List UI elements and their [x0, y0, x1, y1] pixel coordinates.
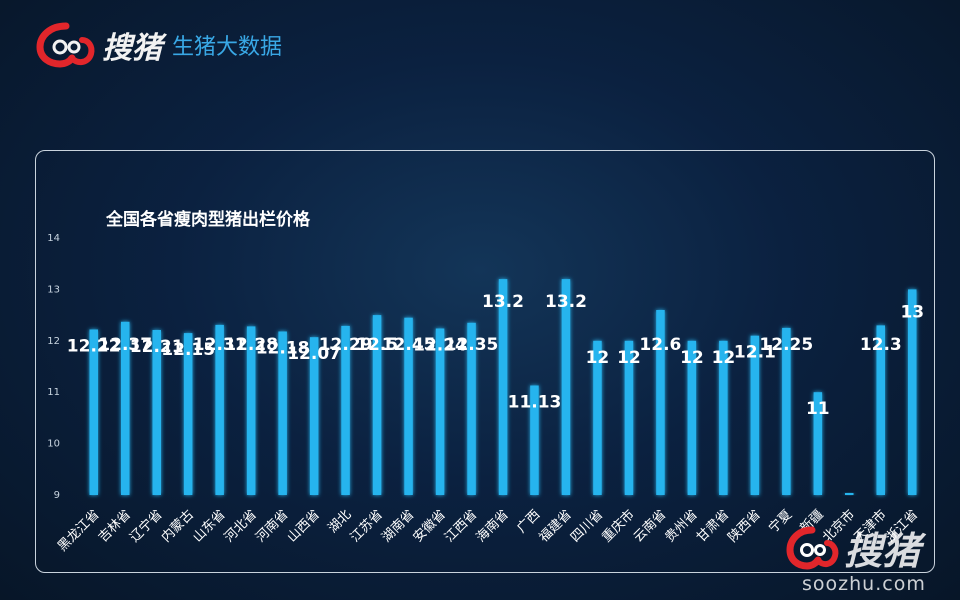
data-label: 12.37: [98, 335, 152, 355]
data-label: 12.45: [382, 335, 436, 355]
y-axis: 9 10 11 12 13 14: [47, 233, 60, 501]
data-label: 12.28: [224, 335, 278, 355]
bar-chart: 全国各省瘦肉型猪出栏价格 9 10 11 12 13 14 12.2212.3712.21…: [47, 209, 924, 555]
bar: [561, 279, 571, 495]
bar: [467, 322, 476, 495]
x-tick-label: 河南省: [253, 507, 292, 546]
x-tick-label: 安徽省: [411, 507, 449, 545]
data-label: 12.18: [256, 339, 310, 359]
watermark-url: soozhu.com: [802, 573, 926, 595]
bar: [750, 335, 760, 495]
bar-series: [89, 279, 917, 495]
data-label: 12.21: [130, 337, 184, 357]
data-labels: 12.2212.3712.2112.1512.3112.2812.1812.07…: [67, 292, 924, 419]
bar: [530, 385, 539, 495]
data-label: 12: [617, 348, 641, 368]
bar: [183, 333, 193, 495]
bar: [624, 340, 634, 495]
x-tick-label: 江西省: [442, 507, 480, 545]
data-label: 12.6: [639, 335, 681, 355]
brand-tagline: 生猪大数据: [172, 35, 283, 60]
bar: [215, 324, 224, 495]
bar: [593, 340, 602, 495]
data-label: 12.15: [161, 340, 215, 360]
data-label: 12: [712, 348, 736, 368]
data-label: 12.24: [413, 336, 467, 356]
data-label: 12: [680, 348, 704, 368]
data-label: 12.25: [759, 335, 813, 355]
bar: [719, 340, 728, 495]
bar: [246, 326, 256, 495]
x-tick-label: 辽宁省: [127, 507, 166, 546]
y-tick-label: 9: [54, 490, 60, 501]
bar: [309, 337, 319, 495]
x-tick-label: 湖南省: [379, 507, 418, 546]
data-label: 11.13: [508, 393, 562, 413]
data-label: 12.5: [356, 335, 398, 355]
x-tick-label: 山东省: [190, 507, 228, 545]
chart-panel: 全国各省瘦肉型猪出栏价格 9 10 11 12 13 14 12.22 12.37 12.21…: [35, 150, 935, 573]
soozhu-logo-icon: [36, 22, 95, 68]
y-tick-label: 13: [47, 284, 60, 295]
data-label: 13.2: [482, 292, 524, 312]
bar: [498, 279, 508, 495]
data-label: 12.3: [860, 335, 902, 355]
bar: [782, 327, 791, 495]
bar: [813, 392, 823, 495]
x-tick-label: 江苏省: [347, 507, 386, 546]
x-tick-label: 四川省: [568, 507, 606, 545]
data-label: 12.29: [319, 335, 373, 355]
y-tick-label: 14: [47, 233, 60, 244]
bar: [656, 310, 665, 495]
data-label: 12.07: [287, 344, 341, 364]
chart-title: 全国各省瘦肉型猪出栏价格: [105, 209, 311, 230]
data-label: 13: [900, 302, 924, 322]
x-tick-label: 云南省: [630, 507, 669, 546]
y-tick-label: 12: [47, 336, 60, 347]
bar: [152, 330, 161, 495]
data-label: 12.1: [734, 343, 776, 363]
watermark-logo-text: 搜猪: [844, 528, 927, 573]
bar: [435, 328, 445, 495]
watermark-logo-icon: [786, 526, 839, 570]
bar: [341, 325, 350, 495]
x-tick-label: 山西省: [285, 507, 323, 545]
bar: [372, 315, 382, 495]
y-tick-label: 11: [47, 387, 60, 398]
data-label: 12.22: [67, 337, 121, 357]
data-label: 11: [806, 399, 830, 419]
data-label: 12.35: [445, 335, 499, 355]
bar: [278, 331, 287, 495]
bar: [404, 317, 413, 495]
x-tick-label: 重庆市: [599, 507, 638, 546]
x-tick-label: 福建省: [537, 507, 575, 545]
brand-logo-text: 搜猪: [102, 31, 162, 66]
y-tick-label: 10: [47, 439, 60, 450]
watermark: 搜猪 soozhu.com: [786, 526, 927, 595]
x-tick-label: 贵州省: [663, 507, 701, 545]
x-tick-label: 陕西省: [726, 507, 764, 545]
data-label: 12.31: [193, 335, 247, 355]
data-label: 13.2: [545, 292, 587, 312]
bar: [687, 340, 697, 495]
x-tick-label: 内蒙古: [158, 507, 197, 546]
x-tick-label: 吉林省: [96, 507, 134, 545]
bar: [876, 325, 885, 495]
bar: [121, 321, 130, 495]
x-tick-label: 甘肃省: [694, 507, 732, 545]
brand-header: 搜猪 生猪大数据: [36, 20, 282, 70]
x-tick-label: 海南省: [473, 507, 512, 546]
x-tick-label: 河北省: [222, 507, 260, 545]
bar: [89, 329, 98, 495]
data-label: 12: [586, 348, 610, 368]
x-tick-label: 黑龙江省: [55, 507, 102, 554]
bar: [908, 289, 917, 495]
bar: [845, 493, 854, 495]
